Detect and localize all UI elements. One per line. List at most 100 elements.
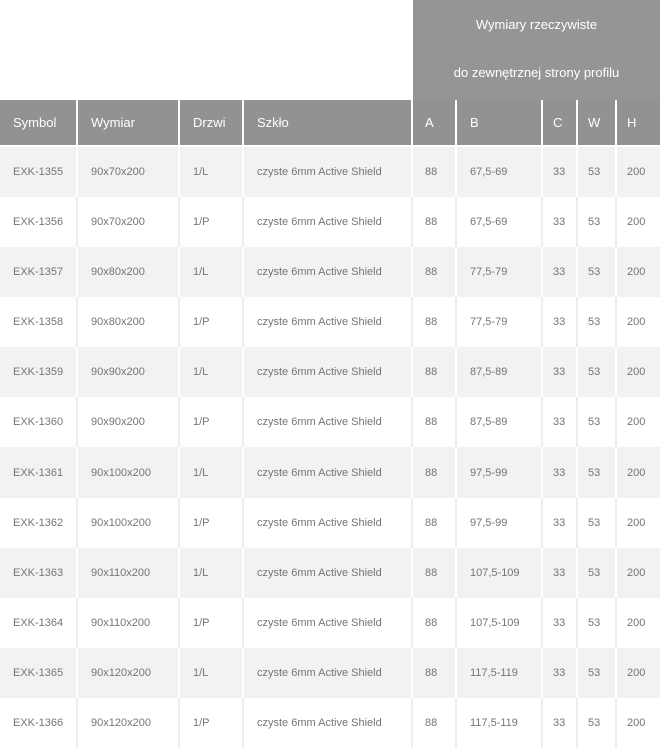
cell-h: 200 [627, 166, 646, 179]
cell-h: 200 [627, 266, 646, 279]
cell-wymiar: 90x120x200 [78, 647, 180, 698]
cell-h: 200 [627, 566, 646, 579]
cell-symbol: EXK-1362 [0, 497, 78, 548]
cell-drzwi: 1/P [180, 297, 244, 348]
table-row: EXK-1365 90x120x200 1/L czyste 6mm Activ… [0, 647, 660, 698]
cell-wymiar: 90x70x200 [78, 147, 180, 198]
cell-szklo: czyste 6mm Active Shield [244, 647, 413, 698]
col-header-drzwi: Drzwi [180, 100, 244, 145]
cell-wymiar: 90x110x200 [78, 597, 180, 648]
cell-h: 200 [627, 366, 646, 379]
table-row: EXK-1360 90x90x200 1/P czyste 6mm Active… [0, 397, 660, 448]
cell-symbol: EXK-1363 [0, 547, 78, 598]
table-row: EXK-1355 90x70x200 1/L czyste 6mm Active… [0, 147, 660, 198]
cell-a: 88 [413, 497, 457, 548]
cell-b: 97,5-99 [457, 497, 543, 548]
cell-symbol: EXK-1365 [0, 647, 78, 698]
cell-w: 53 [578, 247, 617, 298]
table-row: EXK-1361 90x100x200 1/L czyste 6mm Activ… [0, 447, 660, 498]
cell-wymiar: 90x110x200 [78, 547, 180, 598]
table-row: EXK-1357 90x80x200 1/L czyste 6mm Active… [0, 247, 660, 298]
cell-drzwi: 1/L [180, 447, 244, 498]
cell-symbol: EXK-1356 [0, 197, 78, 248]
cell-w: 53 [578, 647, 617, 698]
col-header-c: C [543, 100, 578, 145]
cell-b: 77,5-79 [457, 247, 543, 298]
cell-w: 53 [578, 547, 617, 598]
cell-w: 53 [578, 147, 617, 198]
cell-h: 200 [627, 466, 646, 479]
cell-wymiar: 90x80x200 [78, 297, 180, 348]
cell-drzwi: 1/L [180, 347, 244, 398]
actual-dimensions-title-block: Wymiary rzeczywiste do zewnętrznej stron… [413, 0, 660, 100]
cell-h: 200 [627, 316, 646, 329]
cell-b: 77,5-79 [457, 297, 543, 348]
cell-h: 200 [627, 516, 646, 529]
cell-c: 33 [543, 597, 578, 648]
cell-c: 33 [543, 447, 578, 498]
cell-szklo: czyste 6mm Active Shield [244, 597, 413, 648]
cell-c: 33 [543, 247, 578, 298]
table-row: EXK-1358 90x80x200 1/P czyste 6mm Active… [0, 297, 660, 348]
cell-w: 53 [578, 347, 617, 398]
col-header-a: A [413, 100, 457, 145]
cell-w: 53 [578, 197, 617, 248]
cell-c: 33 [543, 347, 578, 398]
cell-a: 88 [413, 297, 457, 348]
cell-h: 200 [627, 616, 646, 629]
cell-b: 117,5-119 [457, 647, 543, 698]
cell-szklo: czyste 6mm Active Shield [244, 147, 413, 198]
cell-h: 200 [627, 416, 646, 429]
actual-dimensions-title-line2: do zewnętrznej strony profilu [453, 65, 620, 80]
cell-symbol: EXK-1358 [0, 297, 78, 348]
cell-szklo: czyste 6mm Active Shield [244, 547, 413, 598]
cell-h: 200 [627, 216, 646, 229]
cell-szklo: czyste 6mm Active Shield [244, 297, 413, 348]
cell-szklo: czyste 6mm Active Shield [244, 447, 413, 498]
cell-c: 33 [543, 647, 578, 698]
cell-a: 88 [413, 597, 457, 648]
cell-wymiar: 90x100x200 [78, 497, 180, 548]
cell-drzwi: 1/P [180, 397, 244, 448]
cell-a: 88 [413, 447, 457, 498]
cell-szklo: czyste 6mm Active Shield [244, 697, 413, 748]
actual-dimensions-band: Wymiary rzeczywiste do zewnętrznej stron… [0, 0, 660, 100]
cell-w: 53 [578, 697, 617, 748]
cell-b: 107,5-109 [457, 547, 543, 598]
cell-b: 87,5-89 [457, 397, 543, 448]
cell-wymiar: 90x90x200 [78, 397, 180, 448]
cell-a: 88 [413, 197, 457, 248]
cell-c: 33 [543, 297, 578, 348]
cell-szklo: czyste 6mm Active Shield [244, 497, 413, 548]
table-header-row: Symbol Wymiar Drzwi Szkło A B C W H [0, 100, 660, 147]
cell-h: 200 [627, 716, 646, 729]
cell-b: 87,5-89 [457, 347, 543, 398]
cell-c: 33 [543, 497, 578, 548]
col-header-w: W [578, 100, 617, 145]
cell-c: 33 [543, 547, 578, 598]
cell-symbol: EXK-1355 [0, 147, 78, 198]
cell-drzwi: 1/P [180, 697, 244, 748]
cell-drzwi: 1/L [180, 647, 244, 698]
cell-b: 107,5-109 [457, 597, 543, 648]
col-header-h: H [627, 115, 637, 130]
col-header-symbol: Symbol [0, 100, 78, 145]
table-row: EXK-1364 90x110x200 1/P czyste 6mm Activ… [0, 597, 660, 648]
table-row: EXK-1363 90x110x200 1/L czyste 6mm Activ… [0, 547, 660, 598]
table-row: EXK-1366 90x120x200 1/P czyste 6mm Activ… [0, 697, 660, 748]
table-body: EXK-1355 90x70x200 1/L czyste 6mm Active… [0, 147, 660, 748]
cell-c: 33 [543, 697, 578, 748]
cell-wymiar: 90x90x200 [78, 347, 180, 398]
col-header-b: B [457, 100, 543, 145]
table-row: EXK-1362 90x100x200 1/P czyste 6mm Activ… [0, 497, 660, 548]
cell-drzwi: 1/L [180, 147, 244, 198]
cell-symbol: EXK-1357 [0, 247, 78, 298]
cell-szklo: czyste 6mm Active Shield [244, 397, 413, 448]
cell-a: 88 [413, 547, 457, 598]
cell-szklo: czyste 6mm Active Shield [244, 247, 413, 298]
table-row: EXK-1359 90x90x200 1/L czyste 6mm Active… [0, 347, 660, 398]
col-header-szklo: Szkło [244, 100, 413, 145]
cell-symbol: EXK-1360 [0, 397, 78, 448]
cell-szklo: czyste 6mm Active Shield [244, 347, 413, 398]
